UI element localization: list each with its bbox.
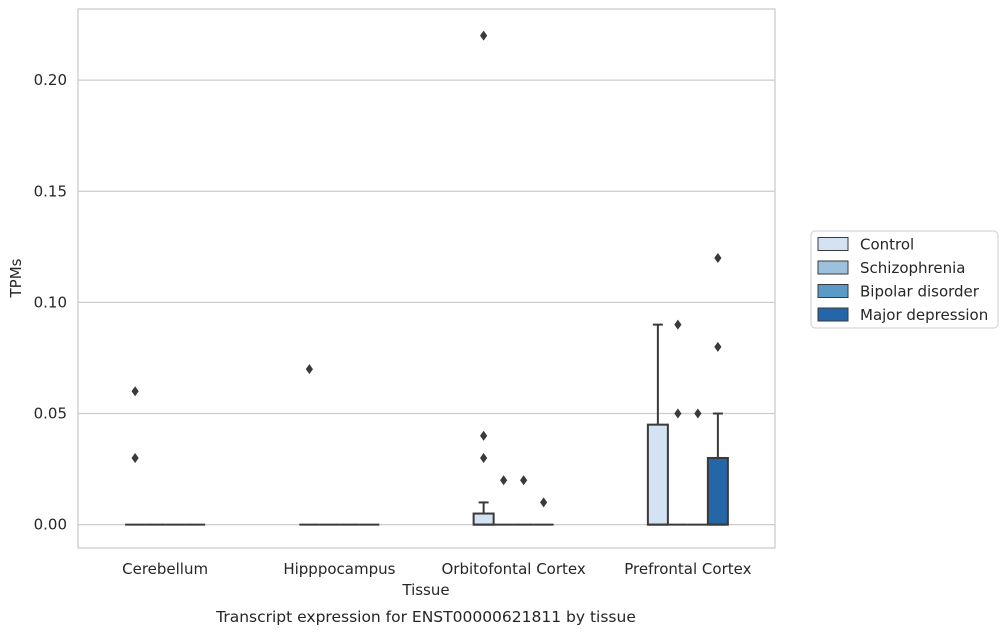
outlier-point [480, 430, 488, 441]
outlier-point [714, 252, 722, 263]
box [706, 456, 729, 526]
y-tick-labels: 0.00 0.05 0.10 0.15 0.20 [34, 71, 67, 534]
outlier-point [500, 475, 508, 486]
box [472, 512, 495, 526]
outlier-point [674, 319, 682, 330]
outlier-point [694, 408, 702, 419]
box-group [125, 386, 146, 526]
outlier-point [131, 386, 139, 397]
box-group [646, 323, 669, 526]
outlier-point [714, 341, 722, 352]
outlier-point [305, 364, 313, 375]
outlier-point [480, 452, 488, 463]
box-group [706, 252, 729, 526]
legend-label: Control [860, 236, 914, 254]
boxes [125, 30, 729, 526]
plot-frame [77, 8, 776, 549]
box-group [513, 475, 534, 526]
legend-label: Bipolar disorder [860, 283, 980, 301]
box-group [472, 30, 495, 526]
legend-swatch [817, 260, 849, 275]
x-tick-label: Cerebellum [122, 560, 208, 578]
outlier-point [480, 30, 488, 41]
legend-frame [810, 230, 999, 329]
box-group [687, 408, 708, 526]
x-tick-label: Hipppocampus [283, 560, 395, 578]
y-tick-label: 0.05 [34, 405, 67, 423]
box-group [533, 497, 554, 526]
chart-caption: Transcript expression for ENST0000062181… [215, 608, 636, 626]
x-tick-labels: Cerebellum Hipppocampus Orbitofontal Corte… [122, 560, 751, 578]
box [646, 423, 669, 526]
y-tick-label: 0.20 [34, 71, 67, 89]
outlier-point [540, 497, 548, 508]
legend: Control Schizophrenia Bipolar disorder Majo… [810, 230, 999, 329]
outlier-point [674, 408, 682, 419]
y-tick-label: 0.10 [34, 293, 67, 311]
box-group [493, 475, 514, 526]
outlier-point [131, 452, 139, 463]
box-group [667, 319, 688, 526]
x-tick-label: Orbitofontal Cortex [442, 560, 586, 578]
y-tick-label: 0.15 [34, 182, 67, 200]
legend-swatch [817, 237, 849, 251]
x-axis-label: Tissue [401, 581, 449, 599]
x-tick-label: Prefrontal Cortex [624, 560, 751, 578]
legend-swatch [817, 284, 849, 298]
legend-swatch [817, 307, 849, 322]
box-group [299, 364, 320, 526]
legend-label: Schizophrenia [860, 259, 965, 277]
y-axis-label: TPMs [7, 258, 25, 298]
outlier-point [520, 475, 528, 486]
gridlines [78, 79, 775, 526]
legend-label: Major depression [860, 306, 988, 324]
y-tick-label: 0.00 [34, 516, 67, 534]
